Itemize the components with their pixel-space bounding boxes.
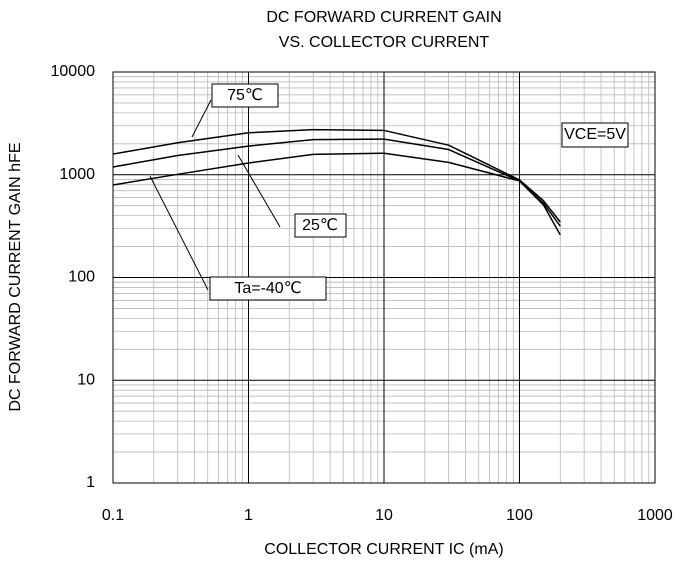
annotation: 75℃ xyxy=(227,87,263,104)
y-axis-label: DC FORWARD CURRENT GAIN hFE xyxy=(7,142,24,411)
x-tick-label: 100 xyxy=(506,507,533,524)
leader-line xyxy=(191,99,212,138)
annotation-box xyxy=(209,276,327,301)
y-tick-label: 10000 xyxy=(51,63,96,80)
y-tick-label: 10 xyxy=(77,371,95,388)
x-tick-label: 1000 xyxy=(637,507,673,524)
annotation-box xyxy=(294,213,347,238)
y-tick-label: 1000 xyxy=(59,166,95,183)
plot-frame xyxy=(112,71,656,484)
curve xyxy=(112,138,561,227)
annotation-box xyxy=(211,83,279,108)
y-tick-label: 1 xyxy=(86,474,95,491)
x-tick-label: 0.1 xyxy=(102,507,124,524)
curves xyxy=(112,128,561,236)
grid xyxy=(112,71,656,484)
annotation-box xyxy=(561,122,629,148)
leader-line xyxy=(237,154,281,228)
x-tick-label: 1 xyxy=(244,507,253,524)
leader-line xyxy=(149,175,209,291)
chart-title: DC FORWARD CURRENT GAIN xyxy=(266,9,501,26)
annotation: VCE=5V xyxy=(564,126,626,143)
y-tick-label: 100 xyxy=(68,269,95,286)
x-axis-label: COLLECTOR CURRENT IC (mA) xyxy=(264,541,503,558)
annotation: 25℃ xyxy=(302,217,338,234)
curve xyxy=(112,128,561,223)
curve xyxy=(112,152,561,236)
annotation: Ta=-40℃ xyxy=(234,280,301,297)
chart-subtitle: VS. COLLECTOR CURRENT xyxy=(279,34,490,51)
x-tick-label: 10 xyxy=(375,507,393,524)
